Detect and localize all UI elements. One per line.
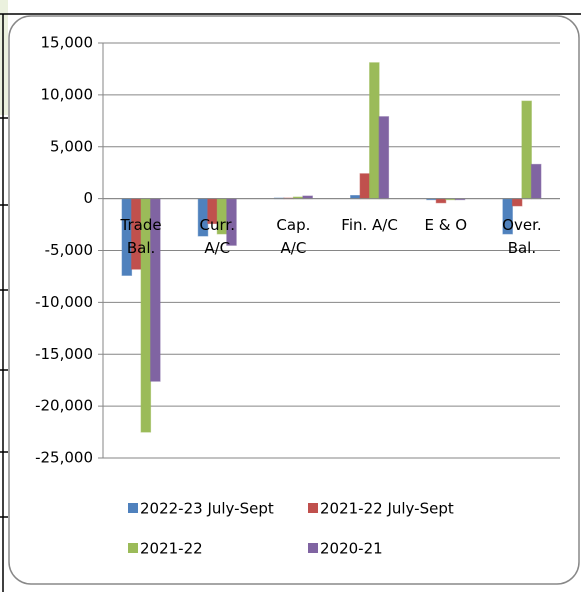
legend-label: 2022-23 July-Sept <box>140 500 274 518</box>
x-tick-label: Fin. A/C <box>341 215 398 234</box>
bar <box>369 62 380 200</box>
bar <box>435 198 447 204</box>
table-rows <box>0 117 8 518</box>
x-tick-label: Trade Bal. <box>120 215 162 257</box>
legend-swatch <box>128 503 138 513</box>
legend-swatch <box>128 543 138 553</box>
x-tick-label: Curr. A/C <box>199 215 235 257</box>
legend-label: 2021-22 <box>140 540 203 558</box>
legend-label: 2021-22 July-Sept <box>320 500 454 518</box>
bar <box>359 173 371 200</box>
cell-fill <box>0 0 8 115</box>
bar <box>378 116 390 200</box>
x-tick-label: Over. Bal. <box>502 215 542 257</box>
y-tick-label: -25,000 <box>35 449 93 467</box>
legend-swatch <box>308 543 318 553</box>
y-tick-label: -10,000 <box>35 293 93 311</box>
bar <box>530 163 542 200</box>
legend-swatch <box>308 503 318 513</box>
y-tick-label: -15,000 <box>35 345 93 363</box>
y-tick-label: -20,000 <box>35 397 93 415</box>
y-tick-label: -5,000 <box>45 241 93 259</box>
y-tick-label: 5,000 <box>50 137 93 155</box>
y-tick-label: 10,000 <box>41 85 94 103</box>
x-tick-label: Cap. A/C <box>276 215 311 257</box>
x-tick-label: E & O <box>424 215 468 234</box>
bar <box>521 100 532 200</box>
chart-frame <box>8 15 580 585</box>
y-tick-label: 15,000 <box>41 34 94 52</box>
legend-label: 2020-21 <box>320 540 383 558</box>
y-tick-label: 0 <box>83 189 93 207</box>
bar <box>511 198 523 207</box>
